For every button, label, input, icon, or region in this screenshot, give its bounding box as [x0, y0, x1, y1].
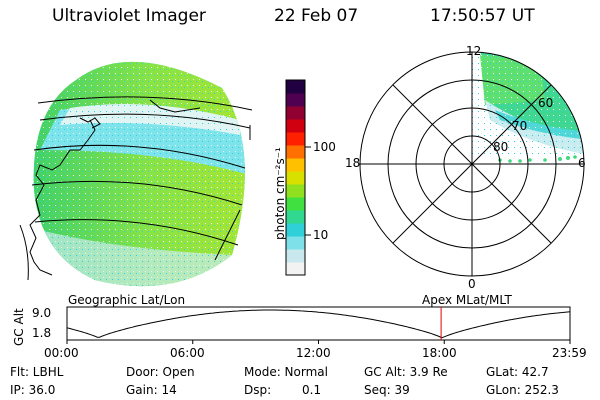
altitude-xtick-1800: 18:00 — [422, 346, 457, 360]
info-gain: Gain: 14 — [126, 383, 177, 397]
colorbar-cell — [286, 210, 305, 224]
geographic-image — [19, 61, 253, 287]
colorbar-cell — [286, 171, 305, 185]
mlt-label-6: 6 — [578, 156, 586, 170]
info-dsp-value: 0.1 — [302, 383, 322, 397]
colorbar-cell — [286, 249, 305, 263]
colorbar-label: photon cm⁻²s⁻¹ — [273, 147, 287, 240]
mlat-label-60: 60 — [538, 96, 554, 110]
colorbar-cell — [286, 223, 305, 237]
colorbar-cell — [286, 145, 305, 159]
mlt-label-0: 0 — [468, 277, 476, 291]
colorbar-cell — [286, 80, 305, 94]
info-glon: GLon: 252.3 — [486, 383, 559, 397]
colorbar-cell — [286, 158, 305, 172]
info-ip: IP: 36.0 — [10, 383, 56, 397]
info-flt: Flt: LBHL — [10, 365, 64, 379]
colorbar-tick-10: 10 — [313, 228, 329, 242]
mlat-label-70: 70 — [512, 119, 528, 133]
colorbar-cell — [286, 197, 305, 211]
colorbar-cell — [286, 132, 305, 146]
info-gc-alt: GC Alt: 3.9 Re — [364, 365, 448, 379]
mlat-label-80: 80 — [493, 140, 509, 154]
altitude-xtick-0600: 06:00 — [170, 346, 205, 360]
altitude-xtick-1200: 12:00 — [296, 346, 331, 360]
colorbar-cell — [286, 106, 305, 120]
mlt-label-18: 18 — [345, 156, 361, 170]
colorbar-cell — [286, 93, 305, 107]
info-door: Door: Open — [126, 365, 195, 379]
info-mode: Mode: Normal — [244, 365, 328, 379]
observation-date: 22 Feb 07 — [274, 6, 359, 26]
altitude-plot — [66, 306, 571, 344]
info-dsp-label: Dsp: — [244, 383, 272, 397]
info-seq: Seq: 39 — [364, 383, 410, 397]
altitude-ytick-9: 9.0 — [32, 306, 52, 320]
colorbar-tick-100: 100 — [313, 140, 336, 154]
info-glat: GLat: 42.7 — [486, 365, 549, 379]
right-panel-label: Apex MLat/MLT — [422, 293, 512, 307]
colorbar-cell — [286, 262, 305, 276]
altitude-xtick-2359: 23:59 — [552, 346, 587, 360]
observation-time: 17:50:57 UT — [430, 6, 535, 26]
colorbar-cell — [286, 119, 305, 133]
altitude-ylabel: GC Alt — [12, 308, 26, 346]
image-title: Ultraviolet Imager — [52, 6, 206, 26]
colorbar-cell — [286, 184, 305, 198]
colorbar — [285, 79, 311, 276]
polar-plot — [359, 51, 585, 277]
mlt-label-12: 12 — [466, 44, 482, 58]
colorbar-cell — [286, 236, 305, 250]
altitude-ytick-1-8: 1.8 — [32, 326, 52, 340]
left-panel-label: Geographic Lat/Lon — [68, 293, 186, 307]
altitude-xtick-0000: 00:00 — [44, 346, 79, 360]
